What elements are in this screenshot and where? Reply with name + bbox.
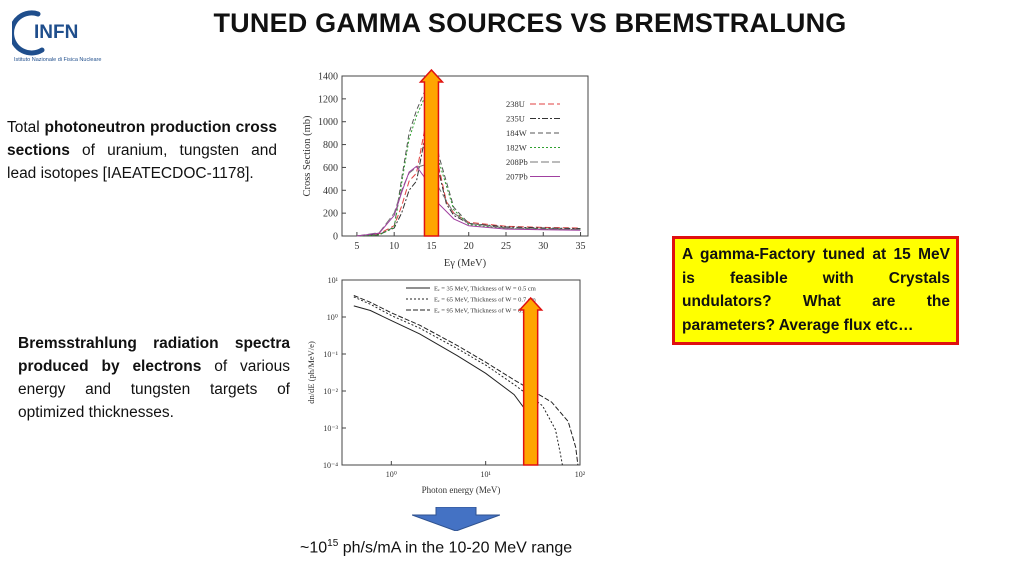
y-tick-label: 200: [323, 209, 338, 220]
highlight-arrow: [517, 296, 544, 466]
svg-text:Istituto Nazionale di Fisica N: Istituto Nazionale di Fisica Nucleare: [14, 57, 101, 63]
note-bottom-part2: of various energy and tungsten targets o…: [18, 358, 290, 421]
series-line: [356, 104, 581, 237]
highlight-arrow: [418, 68, 445, 237]
legend-label: Eₑ = 65 MeV, Thickness of W = 0.7 cm: [434, 297, 536, 304]
series-line: [353, 295, 579, 466]
legend-label: Eₑ = 95 MeV, Thickness of W = 0.9 cm: [434, 308, 536, 315]
plot-frame: [341, 75, 589, 237]
series-line: [353, 305, 538, 466]
legend-label: 235U: [506, 114, 525, 124]
footer-suffix: ph/s/mA in the 10-20 MeV range: [338, 539, 573, 557]
x-tick-label: 30: [538, 241, 548, 252]
y-axis-label: dn/dE (ph/MeV/e): [306, 341, 316, 404]
legend-label: 238U: [506, 99, 525, 109]
x-axis-label: Photon energy (MeV): [422, 485, 501, 495]
y-tick-label: 1000: [318, 117, 338, 128]
y-tick-label: 10⁻¹: [323, 350, 338, 359]
y-tick-label: 1200: [318, 94, 338, 105]
x-axis-label: Eγ (MeV): [444, 258, 487, 269]
y-tick-label: 600: [323, 163, 338, 174]
y-tick-label: 0: [333, 232, 338, 243]
down-arrow-icon: [411, 506, 501, 532]
x-tick-label: 25: [501, 241, 511, 252]
page-title: TUNED GAMMA SOURCES VS BREMSTRALUNG: [213, 8, 847, 38]
x-tick-label: 5: [354, 241, 359, 252]
svg-text:INFN: INFN: [34, 22, 78, 43]
y-tick-label: 800: [323, 140, 338, 151]
x-tick-label: 10²: [575, 470, 586, 479]
plot-frame: [341, 279, 581, 466]
y-tick-label: 10¹: [328, 276, 339, 285]
x-tick-label: 10¹: [480, 470, 491, 479]
legend-label: 182W: [506, 143, 527, 153]
series-line: [356, 93, 581, 237]
x-tick-label: 10: [389, 241, 399, 252]
gamma-factory-callout: A gamma-Factory tuned at 15 MeV is feasi…: [672, 236, 959, 345]
y-tick-label: 400: [323, 186, 338, 197]
x-tick-label: 15: [426, 241, 436, 252]
series-line: [356, 98, 581, 237]
series-line: [353, 296, 563, 466]
flux-footer: ~1015 ph/s/mA in the 10-20 MeV range: [300, 538, 572, 557]
bremsstrahlung-chart: 10¹ 10⁰ 10⁻¹ 10⁻² 10⁻³ 10⁻⁴ 10⁰ 10¹ 10² Photon en…: [300, 272, 590, 505]
y-tick-label: 10⁻²: [323, 387, 338, 396]
note-top-bold: photoneutron production cross sections: [7, 119, 277, 159]
y-tick-label: 10⁰: [327, 313, 338, 322]
infn-logo: INFN Istituto Nazionale di Fisica Nuclea…: [9, 6, 112, 64]
note-top-part1: Total: [7, 119, 45, 136]
footer-exponent: 15: [327, 538, 339, 549]
footer-prefix: ~10: [300, 539, 328, 557]
cross-section-note: Total photoneutron production cross sect…: [7, 116, 277, 185]
note-bottom-bold: Bremsstrahlung radiation spectra produce…: [18, 335, 290, 375]
legend-label: 184W: [506, 128, 527, 138]
cross-section-chart: 0 200 400 600 800 1000 1200 1400 5 10 15 20 25 30 35 Eγ…: [298, 68, 593, 278]
y-tick-label: 10⁻⁴: [323, 461, 338, 470]
series-line: [356, 92, 581, 237]
y-tick-label: 1400: [318, 72, 338, 83]
bremsstrahlung-note: Bremsstrahlung radiation spectra produce…: [18, 332, 290, 424]
y-axis-label: Cross Section (mb): [302, 115, 313, 197]
x-tick-label: 35: [576, 241, 586, 252]
note-top-part2: of uranium, tungsten and lead isotopes […: [7, 142, 277, 182]
legend-label: Eₑ = 35 MeV, Thickness of W = 0.5 cm: [434, 286, 536, 293]
y-tick-label: 10⁻³: [323, 424, 338, 433]
x-tick-label: 20: [464, 241, 474, 252]
x-tick-label: 10⁰: [386, 470, 397, 479]
legend-label: 208Pb: [506, 157, 528, 167]
legend-label: 207Pb: [506, 172, 528, 182]
